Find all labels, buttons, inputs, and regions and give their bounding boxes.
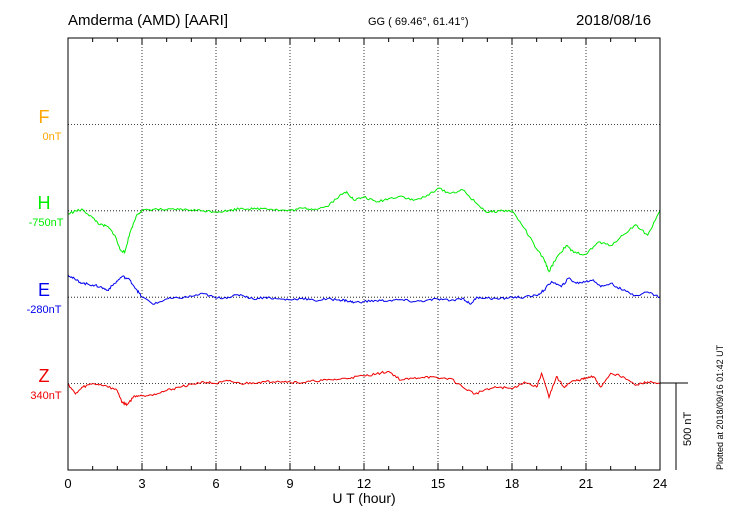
baseline-label-e: -280nT	[26, 304, 62, 316]
x-tick-label-9: 9	[286, 476, 293, 491]
x-tick-label-0: 0	[64, 476, 71, 491]
scale-bar	[660, 382, 688, 470]
series-line-e	[67, 274, 661, 305]
component-label-f: F	[38, 107, 50, 127]
x-tick-label-24: 24	[653, 476, 667, 491]
baseline-label-z: 340nT	[30, 390, 62, 402]
baseline-label-f: 0nT	[42, 131, 62, 143]
scale-bar-label: 500 nT	[682, 411, 694, 446]
date-label: 2018/08/16	[576, 12, 652, 29]
x-tick-label-6: 6	[212, 476, 219, 491]
series-line-z	[67, 370, 661, 407]
geographic-coords: GG ( 69.46°, 61.41°)	[368, 16, 469, 28]
baseline-label-h: -750nT	[28, 217, 64, 229]
x-axis-label: U T (hour)	[332, 490, 396, 506]
x-tick-label-3: 3	[138, 476, 145, 491]
x-tick-label-15: 15	[431, 476, 445, 491]
component-label-z: Z	[38, 366, 50, 386]
x-tick-label-12: 12	[357, 476, 371, 491]
station-title: Amderma (AMD) [AARI]	[68, 12, 229, 29]
plotted-timestamp: Plotted at 2018/09/16 01:42 UT	[715, 344, 725, 470]
series-lines	[67, 187, 661, 407]
x-tick-label-18: 18	[505, 476, 519, 491]
x-tick-label-21: 21	[579, 476, 593, 491]
grid	[68, 38, 660, 470]
component-label-h: H	[37, 193, 51, 213]
component-label-e: E	[37, 280, 50, 300]
series-line-h	[67, 187, 661, 273]
x-ticks: 0 3 6 9 12 15 18 21 24	[64, 38, 667, 491]
